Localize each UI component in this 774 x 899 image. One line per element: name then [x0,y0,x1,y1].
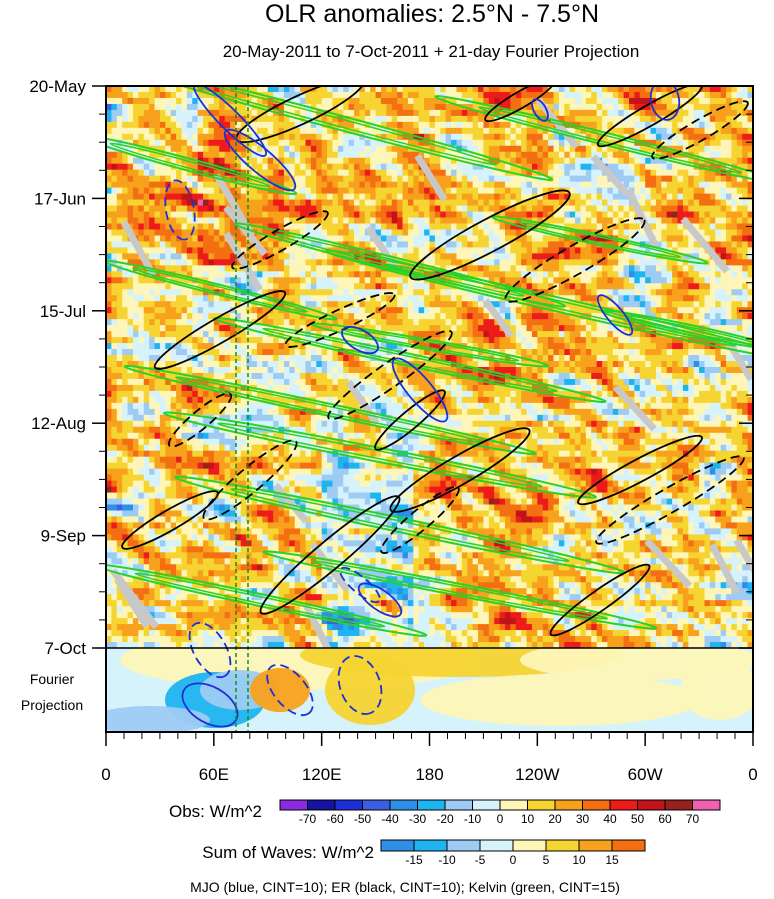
waves-colorbar-swatch [578,839,613,852]
obs-colorbar-swatch [554,799,583,811]
x-tick-label: 0 [101,765,110,784]
obs-colorbar-tick-label: 0 [497,812,504,826]
x-tick-label: 60E [199,765,229,784]
waves-colorbar-swatch [380,839,415,852]
obs-colorbar-swatch [664,799,693,811]
obs-colorbar-swatch [609,799,638,811]
y-tick-label: 12-Aug [31,414,86,433]
y-axis: 20-May 17-Jun 15-Jul 12-Aug 9-Sep 7-Oct [29,77,753,658]
waves-colorbar-swatch [413,839,448,852]
y-tick-label: 20-May [29,77,86,96]
obs-colorbar-swatch [417,799,446,811]
fourier-projection-label: Fourier Projection [21,671,83,713]
obs-colorbar-tick-label: 20 [548,812,562,826]
waves-colorbar-tick-label: 10 [572,853,586,867]
x-tick-label: 180 [415,765,443,784]
x-axis: 0 60E 120E 180 120W 60W 0 [101,732,758,784]
waves-colorbar-tick-label: 15 [605,853,619,867]
waves-colorbar-tick-label: 5 [543,853,550,867]
obs-colorbar-label: Obs: W/m^2 [169,802,262,821]
waves-colorbar: Sum of Waves: W/m^2 -15 -10 -5 0 5 10 15 [202,839,646,867]
contour-legend-note: MJO (blue, CINT=10); ER (black, CINT=10)… [190,879,620,895]
wave-contours [106,86,753,732]
obs-colorbar-swatch [444,799,473,811]
obs-colorbar-swatch [499,799,528,811]
waves-colorbar-tick-label: -5 [475,853,486,867]
waves-colorbar-swatch [611,839,646,852]
y-tick-label: 9-Sep [41,527,86,546]
obs-colorbar-swatch [362,799,391,811]
obs-colorbar-swatch [334,799,363,811]
chart-subtitle: 20-May-2011 to 7-Oct-2011 + 21-day Fouri… [223,42,640,61]
obs-colorbar-tick-label: 10 [521,812,535,826]
waves-colorbar-label: Sum of Waves: W/m^2 [202,843,374,862]
waves-colorbar-tick-label: -10 [438,853,456,867]
obs-colorbar-tick-label: 50 [631,812,645,826]
obs-colorbar-tick-label: 40 [603,812,617,826]
obs-colorbar-swatch [279,799,308,811]
waves-colorbar-swatch [446,839,481,852]
y-tick-label: 7-Oct [44,639,86,658]
waves-colorbar-swatch [545,839,580,852]
obs-colorbar-swatch [472,799,501,811]
obs-colorbar-swatch [637,799,666,811]
obs-colorbar-swatch [692,799,721,811]
y-tick-label: 15-Jul [40,302,86,321]
obs-colorbar-tick-label: 70 [686,812,700,826]
waves-colorbar-tick-label: 0 [510,853,517,867]
waves-colorbar-swatch [512,839,547,852]
obs-colorbar-tick-label: 30 [576,812,590,826]
obs-colorbar-tick-label: -50 [354,812,372,826]
y-tick-label: 17-Jun [34,189,86,208]
obs-colorbar-tick-label: -70 [299,812,317,826]
obs-colorbar: Obs: W/m^2 -70 -60 -50 -40 -30 -20 -10 0 10 20 30 40… [169,799,721,826]
obs-colorbar-tick-label: -40 [381,812,399,826]
x-tick-label: 120E [302,765,342,784]
waves-colorbar-tick-label: -15 [405,853,423,867]
obs-colorbar-swatch [307,799,336,811]
x-tick-label: 120W [515,765,559,784]
obs-colorbar-swatch [582,799,611,811]
x-tick-label: 60W [628,765,663,784]
obs-colorbar-tick-label: -30 [409,812,427,826]
obs-colorbar-tick-label: -60 [326,812,344,826]
obs-colorbar-swatch [527,799,556,811]
chart-title: OLR anomalies: 2.5°N - 7.5°N [265,0,599,28]
projection-label-line1: Fourier [30,671,75,687]
waves-colorbar-swatch [479,839,514,852]
obs-colorbar-tick-label: -20 [436,812,454,826]
x-tick-label: 0 [748,765,757,784]
obs-colorbar-tick-label: 60 [658,812,672,826]
obs-colorbar-swatch [389,799,418,811]
fourier-projection-field [106,648,753,732]
projection-label-line2: Projection [21,697,83,713]
obs-colorbar-tick-label: -10 [464,812,482,826]
